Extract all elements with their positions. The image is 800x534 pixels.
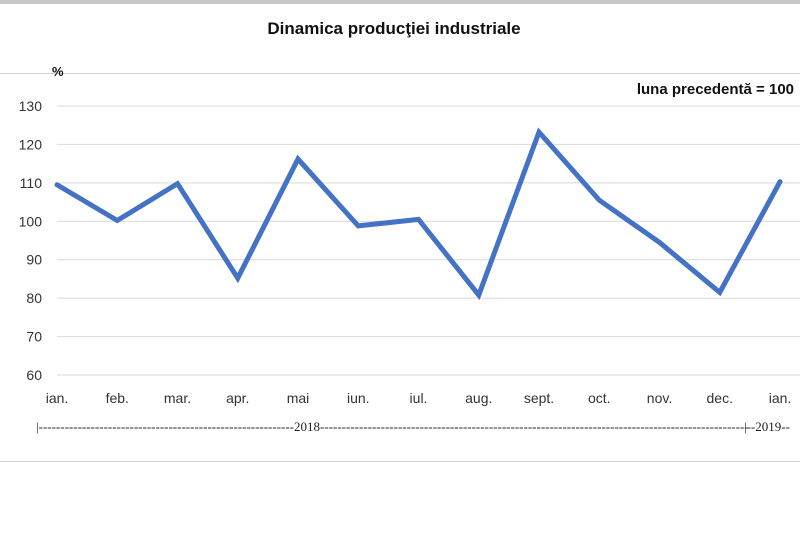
x-tick-labels: ian. feb. mar. apr. mai iun. iul. aug. sept. oct.… — [46, 390, 792, 406]
x-tick-label: ian. — [46, 390, 69, 406]
y-tick-label: 120 — [19, 136, 43, 152]
x-tick-label: dec. — [707, 390, 733, 406]
chart-note: luna precedentă = 100 — [636, 81, 794, 98]
x-tick-label: mai — [287, 390, 310, 406]
y-tick-labels: 60 70 80 90 100 110 120 130 — [19, 98, 43, 383]
y-tick-label: 100 — [19, 213, 43, 229]
y-tick-label: 90 — [26, 252, 42, 268]
x-tick-label: apr. — [226, 390, 249, 406]
frame-bottom-line — [0, 461, 800, 462]
y-tick-label: 80 — [26, 290, 42, 306]
x-tick-label: ian. — [769, 390, 792, 406]
dash-right-2018: ----------------------------------------… — [320, 419, 748, 434]
x-tick-label: sept. — [524, 390, 554, 406]
frame-top-line — [0, 73, 800, 74]
chart-title: Dinamica producţiei industriale — [267, 19, 521, 38]
year-2019-label: 2019 — [755, 419, 782, 434]
x-tick-label: oct. — [588, 390, 611, 406]
top-border — [0, 0, 800, 4]
x-tick-label: feb. — [106, 390, 129, 406]
year-2018-label: 2018 — [294, 419, 321, 434]
y-tick-label: 60 — [26, 367, 42, 383]
series-line — [54, 127, 783, 301]
y-tick-label: 130 — [19, 98, 43, 114]
y-tick-label: 70 — [26, 329, 42, 345]
dash-left-2018: ----------------------------------------… — [38, 419, 295, 434]
x-tick-label: mar. — [164, 390, 191, 406]
x-tick-label: iun. — [347, 390, 370, 406]
series-line-group — [54, 127, 783, 301]
x-tick-label: iul. — [410, 390, 428, 406]
period-label-2018: |---------------------------------------… — [36, 419, 748, 435]
x-tick-label: aug. — [465, 390, 492, 406]
y-axis-label: % — [52, 64, 64, 79]
y-tick-label: 110 — [20, 175, 43, 191]
x-tick-label: nov. — [647, 390, 672, 406]
period-label-2019: |--2019-- — [744, 419, 790, 434]
gridlines — [57, 105, 800, 376]
